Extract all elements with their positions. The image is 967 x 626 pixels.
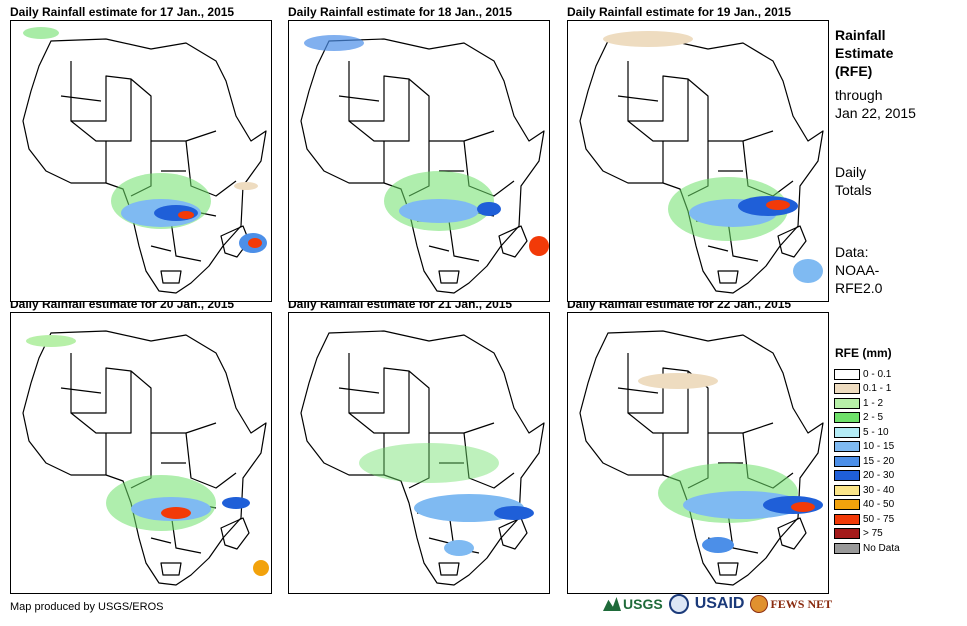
- map-credit: Map produced by USGS/EROS: [10, 601, 164, 613]
- legend-item: 1 - 2: [834, 396, 900, 411]
- legend-item: 0 - 0.1: [834, 367, 900, 382]
- legend-swatch: [834, 397, 860, 409]
- legend-swatch: [834, 426, 860, 438]
- map-panel-20-jan: [10, 312, 272, 594]
- legend-item: 20 - 30: [834, 469, 900, 484]
- legend-swatch: [834, 441, 860, 453]
- legend-item: > 75: [834, 527, 900, 542]
- legend-item: 15 - 20: [834, 454, 900, 469]
- legend-label: 0 - 0.1: [863, 368, 892, 380]
- legend-swatch: [834, 455, 860, 467]
- legend-swatch: [834, 383, 860, 395]
- legend-label: No Data: [863, 542, 900, 554]
- legend-label: 1 - 2: [863, 397, 884, 409]
- map-panel-22-jan: [567, 312, 829, 594]
- legend-label: 5 - 10: [863, 426, 889, 438]
- legend-item: 0.1 - 1: [834, 382, 900, 397]
- side-data-line3: RFE2.0: [835, 280, 883, 296]
- legend-swatch: [834, 470, 860, 482]
- legend-label: 50 - 75: [863, 513, 895, 525]
- legend-item: No Data: [834, 541, 900, 556]
- legend-swatch: [834, 412, 860, 424]
- map-panel-18-jan: [288, 20, 550, 302]
- legend-label: 15 - 20: [863, 455, 895, 467]
- rainfall-overlay: [359, 443, 534, 556]
- rainfall-overlay: [23, 27, 267, 253]
- rainfall-overlay: [26, 335, 269, 576]
- legend-swatch: [834, 484, 860, 496]
- rainfall-overlay: [603, 31, 823, 283]
- side-through: through: [835, 87, 883, 103]
- usgs-mark-icon: [603, 597, 621, 611]
- legend-label: 10 - 15: [863, 441, 895, 453]
- legend-swatch: [834, 528, 860, 540]
- legend-swatch: [834, 542, 860, 554]
- legend-label: 0.1 - 1: [863, 383, 892, 395]
- legend-item: 2 - 5: [834, 411, 900, 426]
- globe-icon: [750, 595, 769, 613]
- rainfall-overlay: [304, 35, 549, 256]
- usgs-logo: USGS: [603, 596, 663, 612]
- legend-item: 30 - 40: [834, 483, 900, 498]
- fews-net-logo: FEWS NET: [750, 595, 832, 613]
- panel-title-18-jan: Daily Rainfall estimate for 18 Jan., 201…: [288, 5, 513, 19]
- side-data-line1: Data:: [835, 244, 869, 260]
- side-data-line2: NOAA-: [835, 262, 880, 278]
- legend-title: RFE (mm): [835, 346, 892, 360]
- map-panel-21-jan: [288, 312, 550, 594]
- map-panel-17-jan: [10, 20, 272, 302]
- rainfall-overlay: [638, 373, 823, 553]
- side-date: Jan 22, 2015: [835, 105, 916, 121]
- africa-map-18-jan: [300, 35, 549, 294]
- africa-map-17-jan: [22, 27, 267, 294]
- legend-item: 5 - 10: [834, 425, 900, 440]
- panel-title-19-jan: Daily Rainfall estimate for 19 Jan., 201…: [567, 5, 792, 19]
- legend-label: > 75: [863, 528, 883, 540]
- side-title-line3: (RFE): [835, 63, 873, 79]
- logo-bar: USGS USAID FEWS NET: [603, 594, 832, 614]
- legend-label: 40 - 50: [863, 499, 895, 511]
- side-totals-line1: Daily: [835, 164, 867, 180]
- africa-map-20-jan: [22, 330, 269, 586]
- legend-label: 30 - 40: [863, 484, 895, 496]
- africa-map-19-jan: [579, 31, 824, 294]
- legend-item: 50 - 75: [834, 512, 900, 527]
- legend-label: 20 - 30: [863, 470, 895, 482]
- legend-item: 40 - 50: [834, 498, 900, 513]
- side-totals-line2: Totals: [835, 182, 872, 198]
- panel-title-17-jan: Daily Rainfall estimate for 17 Jan., 201…: [10, 5, 235, 19]
- legend-swatch: [834, 499, 860, 511]
- africa-map-21-jan: [300, 330, 545, 586]
- side-title-line2: Estimate: [835, 45, 894, 61]
- legend-swatch: [834, 368, 860, 380]
- legend-label: 2 - 5: [863, 412, 884, 424]
- legend-item: 10 - 15: [834, 440, 900, 455]
- side-title-line1: Rainfall: [835, 27, 886, 43]
- legend-swatch: [834, 513, 860, 525]
- africa-map-22-jan: [579, 330, 824, 586]
- legend: 0 - 0.1 0.1 - 1 1 - 2 2 - 5 5 - 10 10 - …: [834, 367, 900, 556]
- usaid-logo: USAID: [694, 595, 745, 612]
- map-panel-19-jan: [567, 20, 829, 302]
- usaid-seal-icon: [668, 594, 689, 614]
